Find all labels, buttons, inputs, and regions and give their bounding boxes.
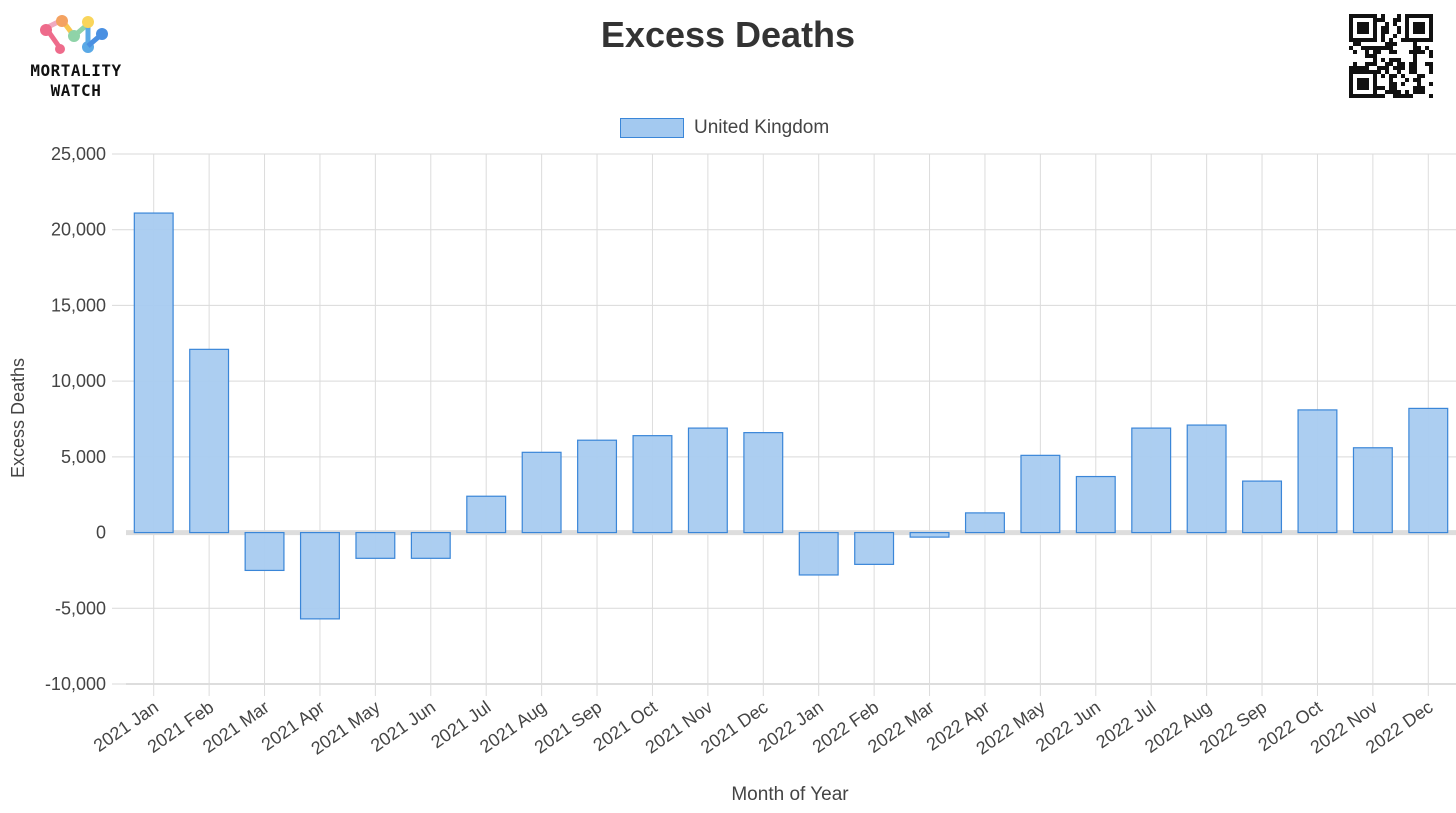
bar-2022-aug[interactable] — [1186, 424, 1227, 534]
bars — [133, 212, 1449, 620]
y-tick-label: 0 — [96, 523, 106, 543]
bar-2021-aug[interactable] — [521, 451, 562, 534]
grid-lines — [112, 153, 1456, 696]
bar-2022-may[interactable] — [1020, 454, 1061, 534]
bar-2021-sep[interactable] — [577, 439, 618, 534]
y-tick-label: 20,000 — [51, 220, 106, 240]
legend[interactable]: United Kingdom — [620, 116, 829, 140]
bar-2022-oct[interactable] — [1297, 409, 1338, 534]
bar-2022-feb[interactable] — [854, 531, 895, 565]
bar-2021-may[interactable] — [355, 531, 396, 559]
bar-2022-sep[interactable] — [1242, 480, 1283, 534]
qr-code-icon[interactable] — [1349, 14, 1433, 98]
bar-2022-dec[interactable] — [1408, 407, 1449, 534]
bar-2022-jun[interactable] — [1075, 475, 1116, 534]
y-axis-label: Excess Deaths — [8, 358, 28, 478]
y-tick-label: 15,000 — [51, 295, 106, 315]
legend-swatch — [620, 118, 684, 138]
bar-2022-mar[interactable] — [909, 531, 950, 538]
logo-molecule-icon — [40, 15, 108, 54]
bar-2022-nov[interactable] — [1352, 447, 1393, 534]
y-tick-label: 10,000 — [51, 371, 106, 391]
y-tick-label: 25,000 — [51, 144, 106, 164]
x-axis-label: Month of Year — [731, 784, 849, 805]
bar-2021-jul[interactable] — [466, 495, 507, 534]
bar-2022-jan[interactable] — [798, 531, 839, 576]
bar-2021-apr[interactable] — [299, 531, 340, 620]
bar-2021-mar[interactable] — [244, 531, 285, 572]
bar-2021-jun[interactable] — [410, 531, 451, 559]
bar-2021-dec[interactable] — [743, 432, 784, 534]
bar-2022-jul[interactable] — [1131, 427, 1172, 534]
bar-2021-nov[interactable] — [687, 427, 728, 534]
y-tick-label: 5,000 — [61, 447, 106, 467]
logo-text-line1: MORTALITY — [30, 61, 122, 80]
bar-2021-oct[interactable] — [632, 435, 673, 534]
y-tick-label: -5,000 — [55, 598, 106, 618]
chart-title: Excess Deaths — [600, 14, 856, 55]
legend-label: United Kingdom — [694, 117, 830, 138]
logo-text-line2: WATCH — [50, 81, 102, 100]
bar-2022-apr[interactable] — [964, 512, 1005, 534]
bar-2021-jan[interactable] — [133, 212, 174, 534]
y-axis-ticks: 25,000 20,000 15,000 10,000 5,000 0 -5,000 -10,… — [45, 144, 106, 694]
mortality-watch-logo: MORTALITY WATCH — [14, 12, 138, 104]
bar-2021-feb[interactable] — [189, 348, 230, 534]
y-tick-label: -10,000 — [45, 674, 106, 694]
